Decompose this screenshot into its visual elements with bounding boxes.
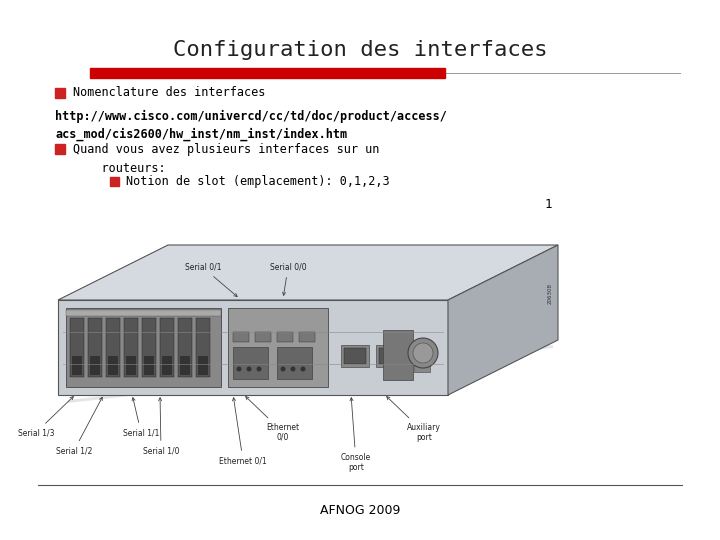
Circle shape	[408, 338, 438, 368]
Text: 1: 1	[545, 199, 552, 212]
Bar	[160, 318, 174, 377]
Text: Quand vous avez plusieurs interfaces sur un: Quand vous avez plusieurs interfaces sur…	[73, 143, 379, 156]
Bar	[106, 318, 120, 377]
Bar	[72, 356, 82, 375]
Text: Serial 1/2: Serial 1/2	[56, 397, 102, 455]
Bar	[233, 347, 268, 379]
Text: Serial 0/1: Serial 0/1	[185, 263, 237, 296]
Text: Auxiliary
port: Auxiliary port	[387, 396, 441, 442]
Circle shape	[246, 367, 251, 372]
Text: Ethernet
0/0: Ethernet 0/0	[246, 396, 300, 442]
Bar	[376, 345, 404, 367]
Text: Nomenclature des interfaces: Nomenclature des interfaces	[73, 86, 266, 99]
Circle shape	[300, 367, 305, 372]
Text: AFNOG 2009: AFNOG 2009	[320, 503, 400, 516]
Polygon shape	[58, 245, 558, 300]
Text: Serial 0/0: Serial 0/0	[270, 263, 306, 295]
Text: Console
port: Console port	[341, 397, 371, 472]
Bar	[70, 318, 84, 377]
Bar	[255, 332, 271, 342]
Bar	[90, 68, 445, 78]
Bar	[162, 356, 172, 375]
Text: 206308: 206308	[547, 282, 552, 303]
Circle shape	[413, 343, 433, 363]
Bar	[90, 356, 100, 375]
Text: Configuration des interfaces: Configuration des interfaces	[173, 40, 547, 60]
Circle shape	[236, 367, 241, 372]
Bar	[383, 330, 413, 380]
Bar	[196, 318, 210, 377]
Bar	[142, 318, 156, 377]
Polygon shape	[58, 300, 448, 395]
Bar	[144, 356, 154, 375]
Bar	[66, 310, 221, 316]
Bar	[414, 342, 430, 372]
Bar	[126, 356, 136, 375]
Bar	[178, 318, 192, 377]
Bar	[55, 88, 65, 98]
Bar	[277, 332, 293, 342]
Text: acs_mod/cis2600/hw_inst/nm_inst/index.htm: acs_mod/cis2600/hw_inst/nm_inst/index.ht…	[55, 127, 347, 141]
Bar	[233, 332, 249, 342]
Bar	[66, 308, 221, 387]
Text: routeurs:: routeurs:	[73, 161, 166, 174]
Text: Serial 1/1: Serial 1/1	[123, 397, 159, 437]
Text: Serial 1/0: Serial 1/0	[143, 397, 179, 455]
Circle shape	[256, 367, 261, 372]
Text: Ethernet 0/1: Ethernet 0/1	[219, 397, 267, 465]
Bar	[55, 144, 65, 154]
Text: Serial 1/3: Serial 1/3	[18, 396, 73, 437]
Bar	[124, 318, 138, 377]
Polygon shape	[68, 345, 553, 403]
Bar	[110, 177, 119, 186]
Bar	[88, 318, 102, 377]
Polygon shape	[448, 245, 558, 395]
Text: Notion de slot (emplacement): 0,1,2,3: Notion de slot (emplacement): 0,1,2,3	[126, 176, 390, 188]
Bar	[344, 348, 366, 364]
Bar	[228, 308, 328, 387]
Bar	[379, 348, 401, 364]
Text: http://www.cisco.com/univercd/cc/td/doc/product/access/: http://www.cisco.com/univercd/cc/td/doc/…	[55, 110, 447, 123]
Circle shape	[281, 367, 286, 372]
Bar	[277, 347, 312, 379]
Bar	[341, 345, 369, 367]
Circle shape	[290, 367, 295, 372]
Bar	[180, 356, 190, 375]
Bar	[299, 332, 315, 342]
Bar	[198, 356, 208, 375]
Bar	[108, 356, 118, 375]
